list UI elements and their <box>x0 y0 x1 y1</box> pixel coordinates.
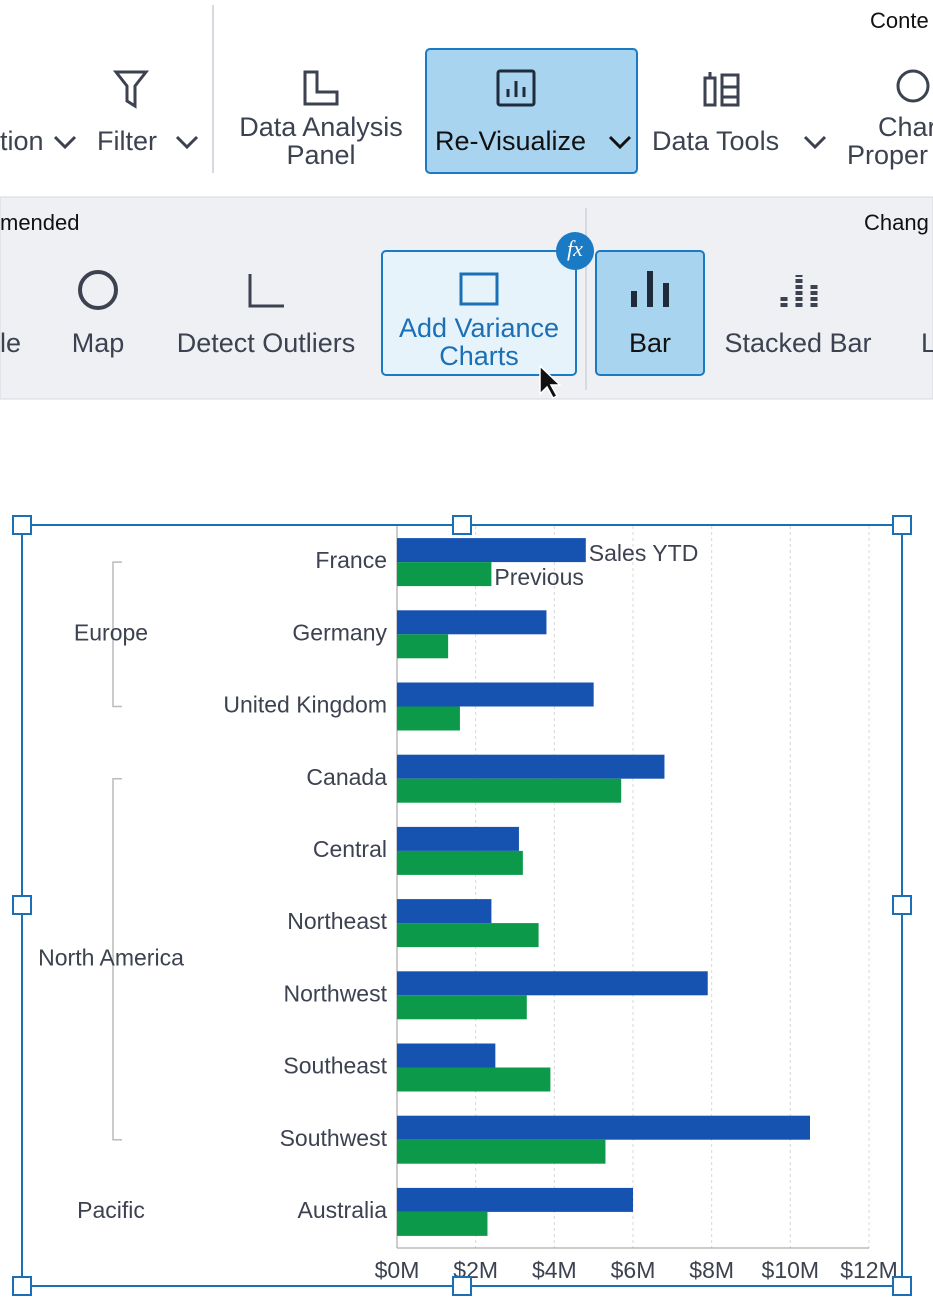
fx-badge <box>556 232 594 270</box>
x-tick-label: $8M <box>689 1257 734 1283</box>
tools-icon <box>703 72 740 107</box>
panel-icon <box>303 70 339 106</box>
series-label: Sales YTD <box>589 540 699 566</box>
category-label: Central <box>313 836 387 862</box>
category-label: United Kingdom <box>223 692 387 718</box>
toolbar-button[interactable]: Panel <box>286 140 355 170</box>
bar <box>397 706 460 731</box>
toolbar-button[interactable]: tion <box>0 126 44 156</box>
toolbar-button[interactable]: Data Tools <box>652 126 779 156</box>
filter-icon <box>112 70 150 109</box>
x-tick-label: $6M <box>611 1257 656 1283</box>
chart-icon <box>496 69 536 107</box>
ribbon-button[interactable]: Map <box>72 328 125 358</box>
group-label: Europe <box>74 619 148 645</box>
fx-badge-text: fx <box>567 236 583 261</box>
bar <box>397 1187 633 1212</box>
hovered-button[interactable] <box>381 250 577 376</box>
x-tick-label: $10M <box>762 1257 820 1283</box>
bar <box>397 610 547 635</box>
toolbar-button[interactable]: Proper <box>847 140 928 170</box>
bar <box>397 1043 496 1068</box>
x-tick-label: $0M <box>375 1257 420 1283</box>
bar <box>397 1067 551 1092</box>
category-label: Germany <box>292 619 387 645</box>
group-label: Pacific <box>77 1197 145 1223</box>
x-tick-label: $4M <box>532 1257 577 1283</box>
outlier-icon <box>248 274 284 308</box>
category-label: Southeast <box>283 1053 387 1079</box>
bar <box>397 850 523 875</box>
toolbar-button[interactable]: Data Analysis <box>239 112 403 142</box>
toolbar-button[interactable]: Char <box>878 112 933 142</box>
group-label: North America <box>38 944 184 970</box>
ribbon-button[interactable]: le <box>0 328 21 358</box>
bar <box>397 1139 606 1164</box>
ribbon-button[interactable]: Bar <box>629 328 671 358</box>
cursor <box>539 364 562 399</box>
bar <box>397 778 622 803</box>
section-label: mended <box>0 210 80 235</box>
chevron <box>53 135 77 150</box>
bar <box>397 1115 810 1140</box>
variance-icon <box>459 272 499 306</box>
bar <box>397 634 449 659</box>
series-label: Previous <box>494 564 583 590</box>
bar <box>397 899 492 924</box>
bar <box>397 754 665 779</box>
toolbar-button[interactable]: Re-Visualize <box>435 126 586 156</box>
category-label: France <box>315 547 387 573</box>
bar <box>397 995 527 1020</box>
stacked-icon <box>780 275 818 307</box>
toolbar-button[interactable]: Filter <box>97 126 157 156</box>
category-label: Canada <box>306 764 387 790</box>
group-bracket <box>112 777 122 1141</box>
ribbon-button[interactable]: L <box>921 328 933 358</box>
ribbon-button[interactable]: Stacked Bar <box>724 328 871 358</box>
chevron <box>608 135 632 150</box>
map-icon <box>78 270 118 310</box>
ribbon-button[interactable]: Charts <box>439 341 519 371</box>
category-label: Southwest <box>280 1125 388 1151</box>
bar-icon <box>631 271 669 307</box>
chart: $0M $2M $4M $6M $8M $10M $12MFranceGermanyUnit… <box>38 526 898 1283</box>
bar <box>397 682 594 707</box>
active-button[interactable] <box>595 250 705 376</box>
chevron <box>175 135 199 150</box>
zoom-icon <box>896 69 930 103</box>
resize-handles[interactable] <box>12 515 912 1296</box>
bar <box>397 971 708 996</box>
ribbon-button[interactable]: Detect Outliers <box>177 328 356 358</box>
menu-label: Conte <box>870 8 929 33</box>
bar <box>397 923 539 948</box>
bar <box>397 562 492 587</box>
bar <box>397 1211 488 1236</box>
chart-icon <box>506 81 526 97</box>
ribbon-button[interactable]: Add Variance <box>399 313 559 343</box>
x-tick-label: $12M <box>840 1257 898 1283</box>
bar <box>397 538 586 563</box>
group-bracket <box>112 561 122 708</box>
chevron <box>803 135 827 150</box>
active-button[interactable] <box>425 48 638 174</box>
bar <box>397 826 519 851</box>
category-label: Northwest <box>283 980 387 1006</box>
category-label: Northeast <box>287 908 387 934</box>
section-label: Chang <box>864 210 929 235</box>
category-label: Australia <box>298 1197 388 1223</box>
